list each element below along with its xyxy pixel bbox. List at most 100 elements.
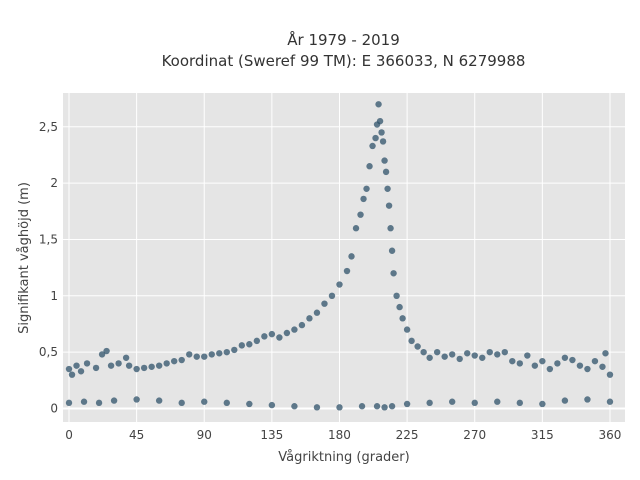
data-point xyxy=(298,321,306,329)
data-point xyxy=(381,157,388,164)
data-point xyxy=(306,315,313,322)
data-point xyxy=(384,185,391,192)
data-point xyxy=(486,348,493,356)
data-point xyxy=(178,356,185,364)
data-point xyxy=(178,399,185,407)
data-point xyxy=(107,362,115,369)
data-point xyxy=(186,351,193,358)
data-point xyxy=(193,353,200,360)
data-point xyxy=(403,326,411,333)
data-point xyxy=(376,117,384,125)
data-point xyxy=(283,329,291,337)
y-axis-title: Signifikant våghöjd (m) xyxy=(17,182,32,334)
data-point xyxy=(98,351,106,358)
data-point xyxy=(584,365,591,373)
data-point xyxy=(148,363,155,370)
data-point xyxy=(155,397,163,404)
data-point xyxy=(348,253,355,260)
data-point xyxy=(479,354,486,361)
chart-subtitle: Koordinat (Sweref 99 TM): E 366033, N 62… xyxy=(162,52,526,70)
data-point xyxy=(77,368,85,375)
data-point xyxy=(501,348,508,356)
data-point xyxy=(336,281,343,288)
data-point xyxy=(375,101,382,108)
y-tick-label: 2,5 xyxy=(39,120,58,134)
data-point xyxy=(238,342,246,349)
data-point xyxy=(382,168,390,176)
x-tick-label: 45 xyxy=(129,428,144,442)
data-point xyxy=(360,195,367,203)
data-point xyxy=(313,404,321,411)
data-point xyxy=(268,401,276,409)
data-point xyxy=(388,247,396,254)
data-point xyxy=(420,348,427,356)
y-tick-label: 0,5 xyxy=(39,345,58,359)
data-point xyxy=(291,326,298,333)
data-point xyxy=(426,399,433,407)
data-point xyxy=(246,400,253,408)
data-point xyxy=(73,362,80,369)
data-point xyxy=(373,403,381,410)
data-point xyxy=(509,357,516,365)
data-point xyxy=(321,300,328,307)
data-point xyxy=(516,399,524,407)
data-point xyxy=(65,399,73,407)
x-tick-label: 90 xyxy=(197,428,212,442)
data-point xyxy=(313,309,321,316)
data-point xyxy=(68,371,76,378)
y-tick-label: 1 xyxy=(50,289,58,303)
data-point xyxy=(390,270,397,277)
data-point xyxy=(357,211,364,218)
grid-lines xyxy=(63,93,625,422)
chart-title: År 1979 - 2019 xyxy=(287,30,400,49)
data-point xyxy=(414,343,421,350)
data-point xyxy=(170,357,178,365)
data-point xyxy=(494,398,501,405)
data-point xyxy=(408,337,415,345)
data-point xyxy=(133,365,140,373)
data-point xyxy=(494,351,501,358)
data-point xyxy=(201,398,208,405)
data-point xyxy=(231,346,238,354)
data-point xyxy=(441,353,448,360)
data-point xyxy=(163,360,170,367)
x-tick-label: 315 xyxy=(531,428,554,442)
data-point xyxy=(268,330,276,338)
data-point xyxy=(95,399,103,407)
data-point xyxy=(358,403,366,410)
y-tick-label: 0 xyxy=(50,401,58,415)
data-point xyxy=(352,225,360,232)
data-point xyxy=(378,129,385,136)
data-point xyxy=(276,334,283,341)
data-point xyxy=(103,347,110,355)
data-point xyxy=(561,354,569,361)
data-point xyxy=(516,360,524,367)
data-point xyxy=(379,138,387,145)
data-point xyxy=(576,362,584,369)
data-point xyxy=(110,397,118,404)
data-point xyxy=(65,365,73,373)
y-tick-labels: 0 0,5 1 1,5 2 2,5 xyxy=(39,120,58,416)
data-point xyxy=(471,399,478,407)
data-point xyxy=(133,396,140,403)
plot-area xyxy=(63,93,625,422)
data-point xyxy=(246,341,253,348)
data-point xyxy=(366,163,373,170)
data-point xyxy=(80,398,88,405)
data-point xyxy=(328,292,336,300)
data-point xyxy=(125,362,133,369)
data-point xyxy=(539,400,546,408)
data-point xyxy=(399,315,406,322)
data-point xyxy=(372,134,379,142)
y-tick-label: 1,5 xyxy=(39,232,58,246)
data-point xyxy=(599,363,606,370)
x-tick-label: 0 xyxy=(65,428,73,442)
data-point xyxy=(223,399,230,407)
data-point xyxy=(83,360,91,367)
data-point xyxy=(448,398,456,405)
data-point xyxy=(554,360,561,367)
data-point xyxy=(584,396,591,403)
data-point xyxy=(385,202,393,209)
data-points xyxy=(65,101,614,411)
